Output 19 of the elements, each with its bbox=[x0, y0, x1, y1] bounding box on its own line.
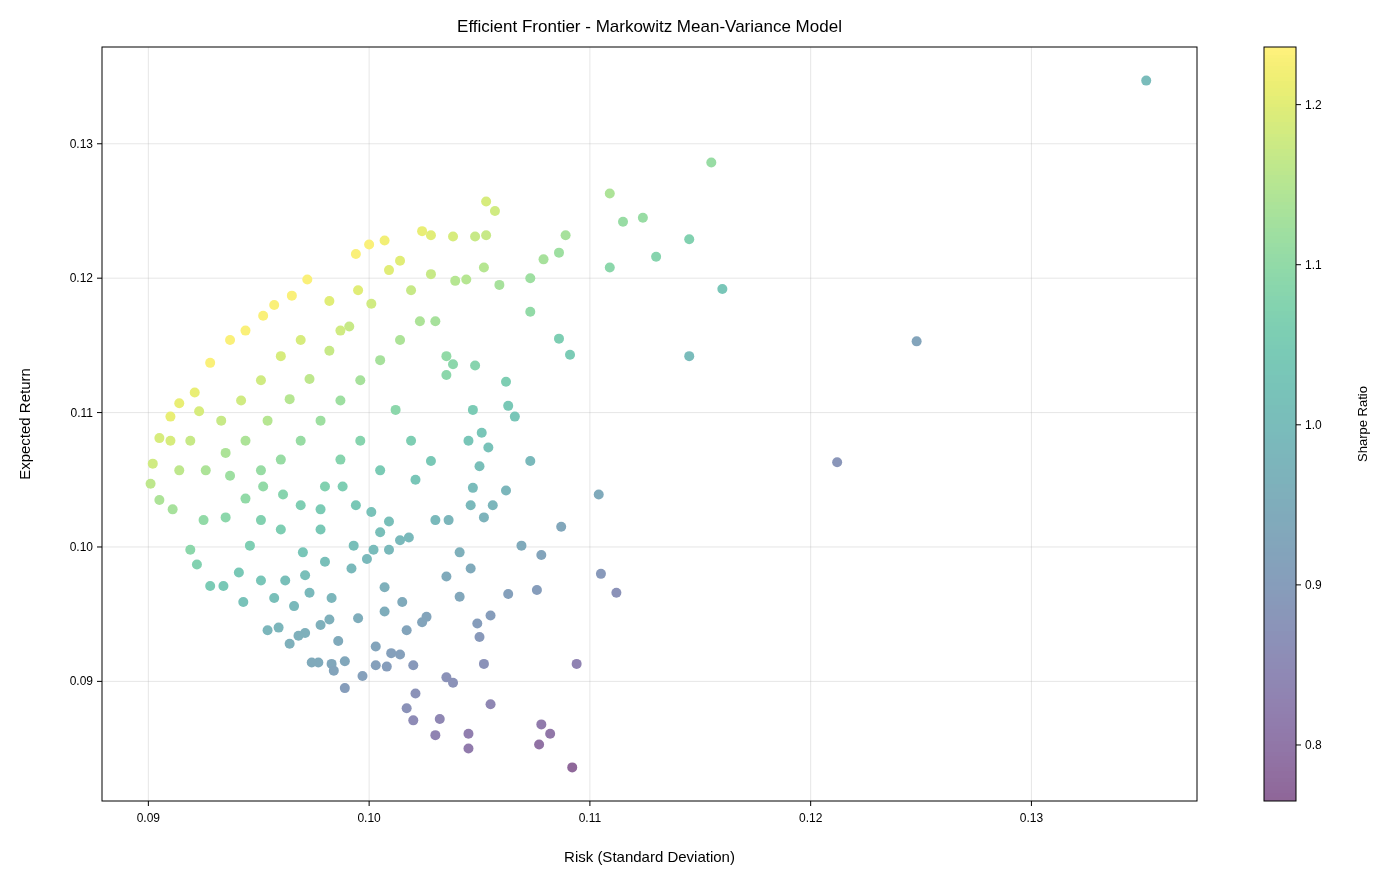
x-tick-label: 0.11 bbox=[578, 811, 602, 825]
color-bar-label: 1.1 bbox=[1305, 257, 1323, 272]
y-tick-label: 0.10 bbox=[69, 539, 94, 554]
x-tick-label: 0.10 bbox=[357, 811, 382, 825]
color-bar-label: 1.0 bbox=[1305, 417, 1323, 432]
y-tick-label: 0.13 bbox=[69, 136, 94, 151]
x-tick-label: 0.12 bbox=[798, 811, 823, 825]
y-tick-label: 0.09 bbox=[69, 674, 94, 689]
color-bar-label: 0.8 bbox=[1305, 737, 1323, 752]
chart-title: Efficient Frontier - Markowitz Mean-Variance Model bbox=[457, 17, 842, 36]
x-tick-label: 0.09 bbox=[136, 811, 161, 825]
color-bar-label: 0.9 bbox=[1305, 577, 1323, 592]
y-axis-title: Expected Return bbox=[16, 368, 33, 480]
x-tick-label: 0.13 bbox=[1019, 811, 1044, 825]
color-bar-title: Sharpe Ratio bbox=[1355, 386, 1370, 462]
color-bar-label: 1.2 bbox=[1305, 97, 1323, 112]
x-axis-title: Risk (Standard Deviation) bbox=[564, 848, 735, 865]
y-tick-label: 0.11 bbox=[70, 405, 94, 420]
y-tick-label: 0.12 bbox=[69, 271, 94, 286]
